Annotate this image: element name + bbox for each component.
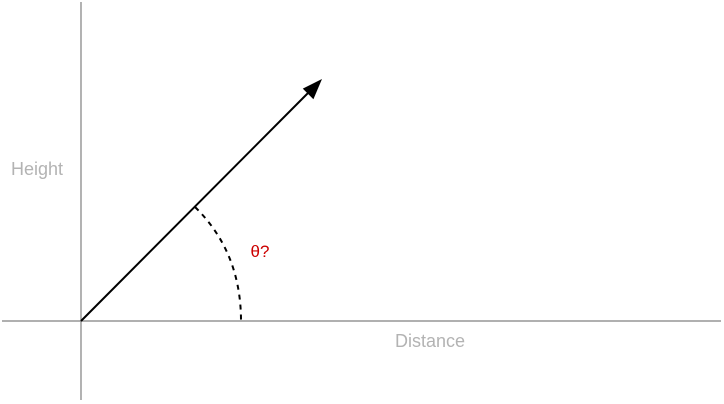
angle-label: θ? xyxy=(251,242,270,261)
angle-arc xyxy=(194,206,242,322)
height-axis-label: Height xyxy=(11,159,63,179)
distance-axis-label: Distance xyxy=(395,331,465,351)
vector-line xyxy=(80,91,310,322)
vector-arrowhead xyxy=(302,79,322,100)
